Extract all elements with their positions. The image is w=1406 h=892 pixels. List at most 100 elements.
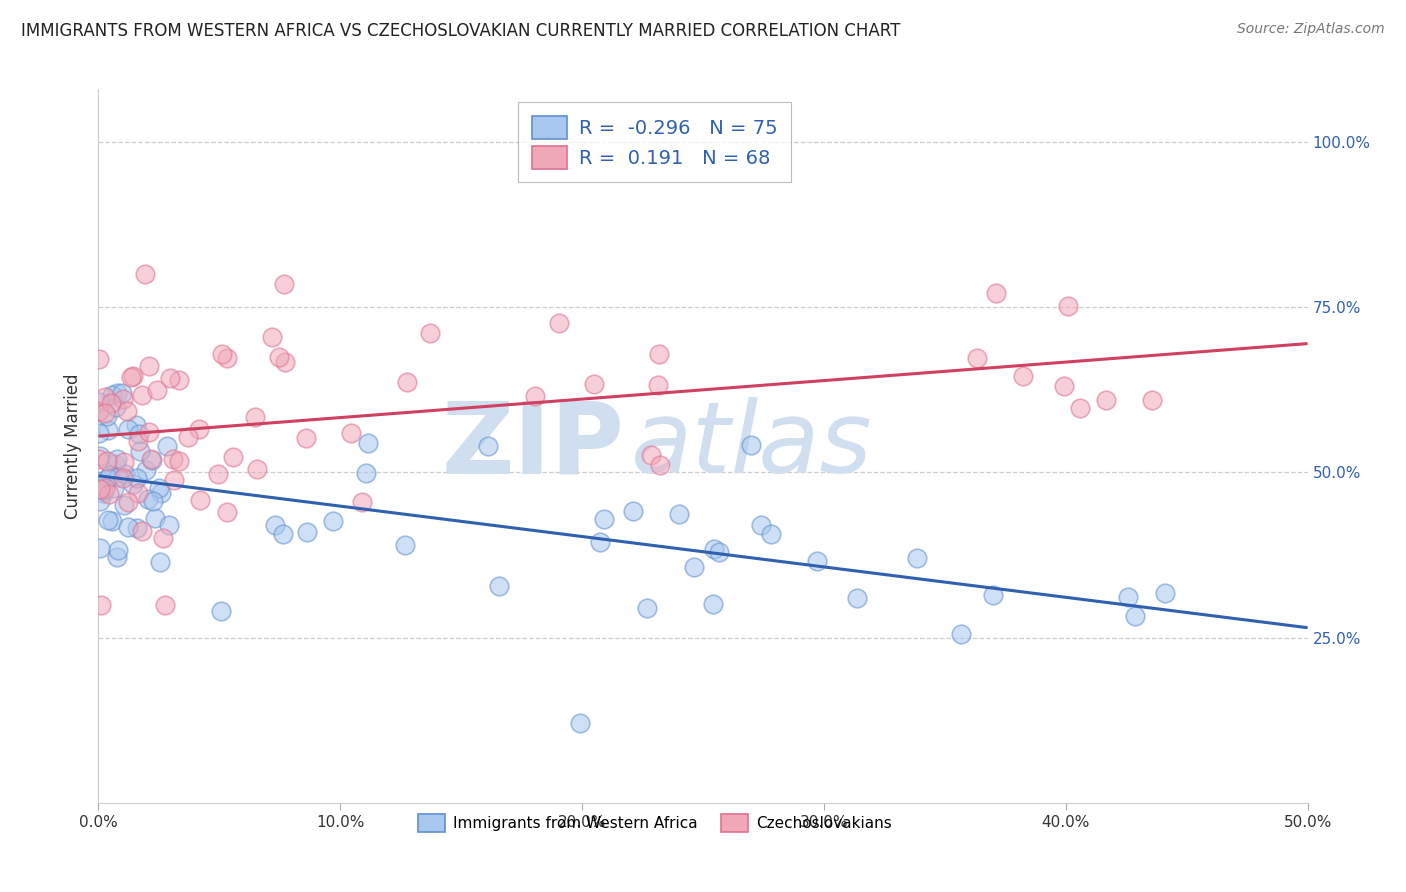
Point (152, 531, 174, 545)
Point (636, 600, 658, 615)
Point (149, 556, 172, 570)
Point (136, 492, 159, 507)
Point (1123, 608, 1146, 623)
Point (984, 286, 1007, 301)
Point (115, 404, 138, 418)
Point (1116, 590, 1139, 604)
Point (105, 386, 128, 401)
Point (127, 486, 149, 500)
Point (94, 406, 117, 420)
Point (1140, 393, 1163, 408)
Point (149, 486, 172, 500)
Point (141, 451, 163, 466)
Point (1095, 393, 1118, 408)
Point (120, 369, 142, 384)
Point (105, 550, 128, 565)
Point (703, 541, 725, 556)
Legend: Immigrants from Western Africa, Czechoslovakians: Immigrants from Western Africa, Czechosl… (412, 808, 897, 838)
Point (648, 346, 671, 360)
Point (488, 579, 510, 593)
Point (117, 422, 139, 436)
Text: ZIP: ZIP (441, 398, 624, 494)
Point (396, 375, 419, 389)
Point (112, 392, 135, 407)
Point (98, 468, 121, 483)
Point (131, 524, 153, 538)
Point (105, 452, 128, 467)
Point (122, 476, 145, 491)
Point (89, 403, 111, 417)
Point (211, 347, 233, 361)
Point (89, 541, 111, 556)
Point (127, 471, 149, 485)
Point (89, 449, 111, 463)
Point (709, 545, 731, 559)
Point (91, 483, 114, 498)
Point (702, 597, 724, 611)
Point (104, 457, 127, 471)
Point (142, 494, 165, 508)
Point (215, 351, 238, 365)
Point (966, 351, 988, 365)
Point (159, 371, 181, 385)
Point (157, 518, 180, 533)
Point (806, 554, 828, 568)
Point (128, 427, 150, 442)
Point (589, 534, 612, 549)
Point (97, 470, 120, 484)
Point (163, 473, 186, 487)
Point (90, 475, 112, 489)
Point (96, 409, 118, 423)
Point (187, 422, 209, 436)
Point (138, 359, 160, 373)
Text: atlas: atlas (630, 398, 872, 494)
Point (135, 463, 157, 477)
Point (134, 267, 156, 281)
Point (114, 498, 136, 512)
Point (176, 430, 198, 444)
Point (274, 355, 297, 369)
Point (524, 389, 547, 403)
Point (90, 598, 112, 612)
Point (264, 517, 287, 532)
Point (93, 390, 115, 404)
Point (148, 481, 170, 495)
Point (146, 383, 169, 397)
Point (648, 458, 671, 473)
Point (350, 494, 373, 508)
Point (262, 330, 284, 344)
Point (122, 369, 145, 384)
Point (357, 435, 380, 450)
Point (1069, 401, 1091, 415)
Point (243, 410, 266, 425)
Point (167, 373, 190, 387)
Point (623, 504, 645, 518)
Point (209, 604, 232, 618)
Point (112, 454, 135, 468)
Point (125, 417, 148, 432)
Point (394, 538, 416, 552)
Point (87, 351, 110, 366)
Point (125, 521, 148, 535)
Point (141, 453, 163, 467)
Point (110, 386, 132, 401)
Point (93, 486, 115, 500)
Point (143, 511, 166, 525)
Point (117, 520, 139, 534)
Point (96, 453, 118, 467)
Point (1053, 378, 1076, 392)
Point (740, 438, 762, 452)
Point (419, 326, 441, 340)
Point (156, 439, 179, 453)
Point (96, 513, 118, 527)
Point (114, 467, 136, 482)
Point (87, 451, 110, 466)
Point (354, 467, 377, 481)
Point (104, 401, 127, 415)
Point (271, 526, 294, 541)
Point (111, 471, 134, 485)
Text: IMMIGRANTS FROM WESTERN AFRICA VS CZECHOSLOVAKIAN CURRENTLY MARRIED CORRELATION : IMMIGRANTS FROM WESTERN AFRICA VS CZECHO… (21, 22, 900, 40)
Point (1153, 586, 1175, 600)
Point (294, 431, 316, 445)
Point (683, 560, 706, 574)
